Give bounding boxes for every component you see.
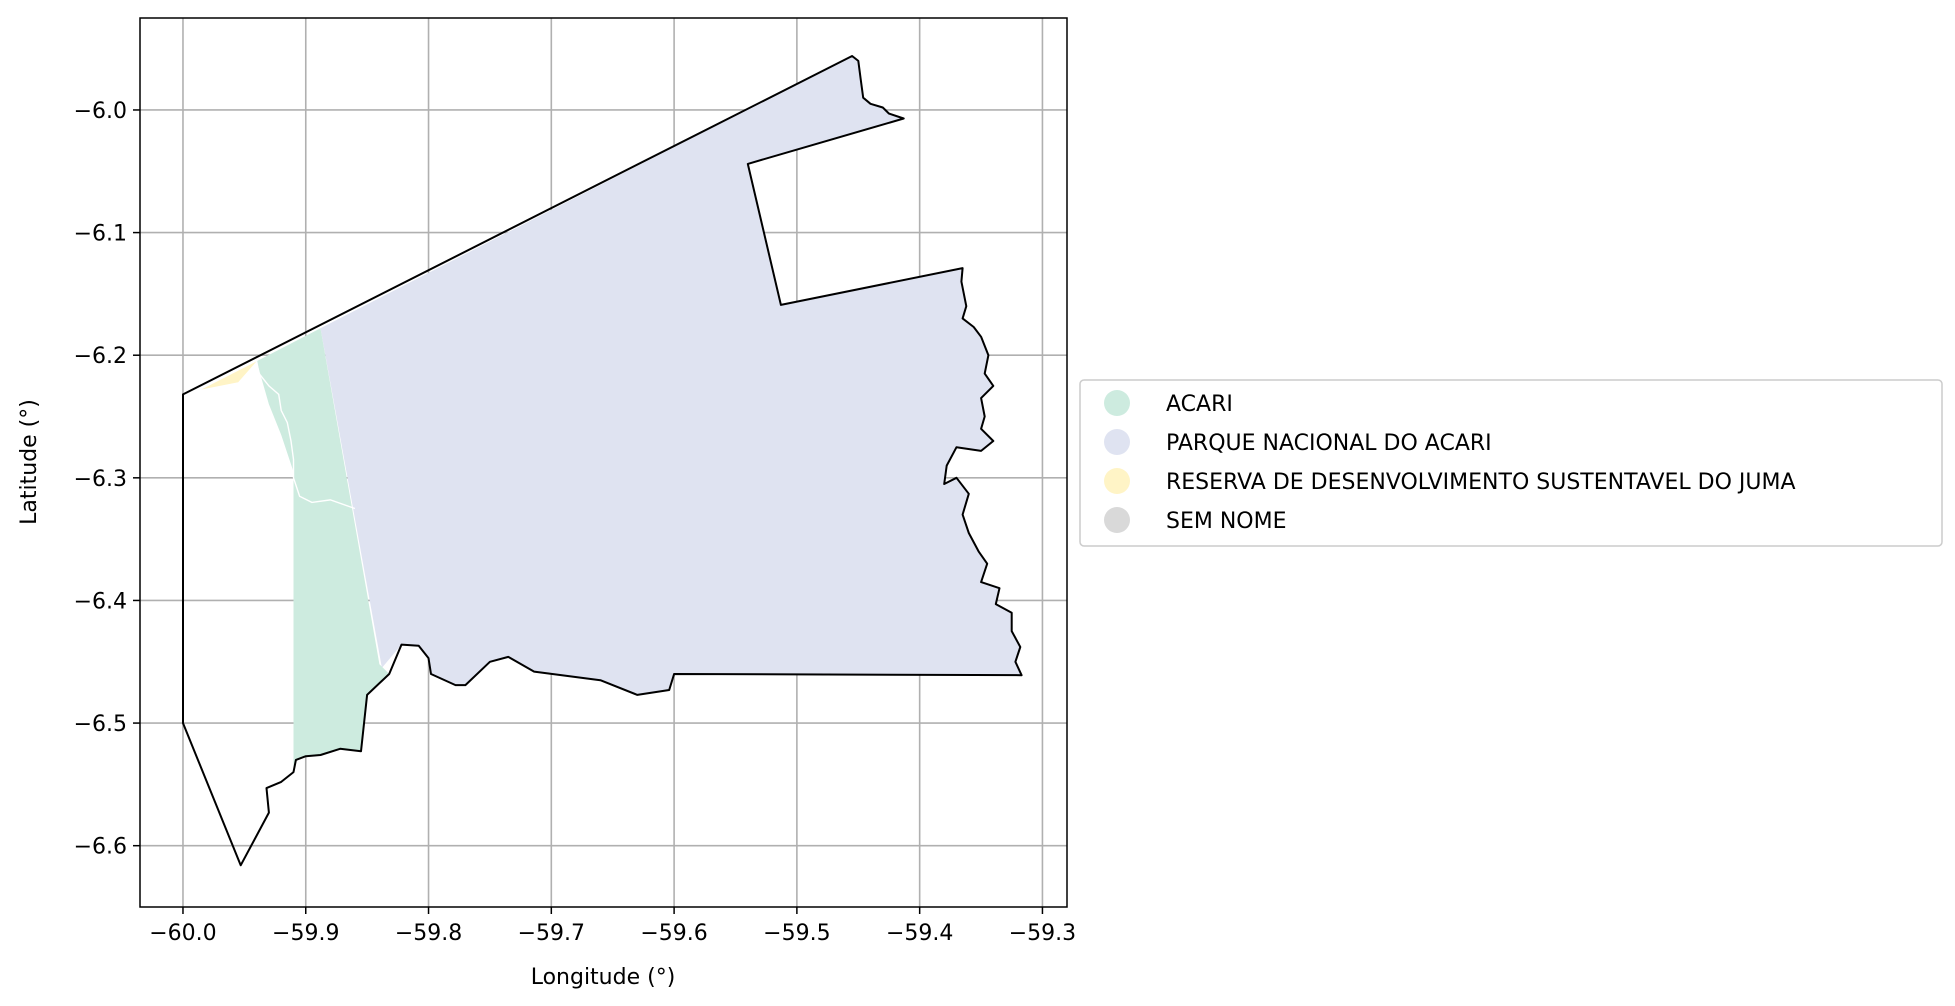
- y-tick-label-1: −6.1: [74, 222, 127, 247]
- x-tick-label-6: −59.4: [886, 921, 953, 946]
- legend-label-2: RESERVA DE DESENVOLVIMENTO SUSTENTAVEL D…: [1166, 470, 1796, 495]
- y-tick-label-5: −6.5: [74, 712, 127, 737]
- plot-frame: [139, 17, 1068, 908]
- x-tick-label-3: −59.7: [518, 921, 585, 946]
- region-acari: [256, 328, 390, 773]
- x-axis-ticks: −60.0 −59.9 −59.8 −59.7 −59.6 −59.5 −59.4 −59.3: [149, 907, 1076, 946]
- river-line: [255, 361, 356, 510]
- x-tick-label-2: −59.8: [395, 921, 462, 946]
- y-tick-label-2: −6.2: [74, 344, 127, 369]
- legend-marker-3: [1104, 507, 1130, 533]
- x-axis-label: Longitude (°): [531, 965, 676, 990]
- legend: ACARI PARQUE NACIONAL DO ACARI RESERVA DE …: [1079, 379, 1943, 547]
- y-axis-ticks: −6.0 −6.1 −6.2 −6.3 −6.4 −6.5 −6.6: [74, 99, 140, 860]
- legend-marker-2: [1104, 468, 1130, 494]
- legend-label-0: ACARI: [1166, 392, 1233, 417]
- legend-frame: [1079, 379, 1943, 547]
- legend-label-1: PARQUE NACIONAL DO ACARI: [1166, 431, 1492, 456]
- y-tick-label-3: −6.3: [74, 467, 127, 492]
- boundary-outline: [182, 55, 1023, 867]
- legend-marker-0: [1104, 390, 1130, 416]
- legend-label-3: SEM NOME: [1166, 509, 1287, 534]
- y-tick-label-6: −6.6: [74, 835, 127, 860]
- x-tick-label-0: −60.0: [149, 921, 216, 946]
- x-tick-label-5: −59.5: [763, 921, 830, 946]
- x-tick-label-7: −59.3: [1009, 921, 1076, 946]
- map-boundary: [182, 55, 1023, 867]
- y-axis-label: Latitude (°): [17, 399, 42, 525]
- x-tick-label-1: −59.9: [272, 921, 339, 946]
- y-tick-label-4: −6.4: [74, 589, 127, 614]
- region-reserva-de-desenvolvimento-sustentavel-do-juma: [201, 361, 257, 390]
- region-parque-nacional-do-acari: [320, 56, 1022, 695]
- map-regions: [201, 56, 1022, 773]
- y-tick-label-0: −6.0: [74, 99, 127, 124]
- x-tick-label-4: −59.6: [640, 921, 707, 946]
- legend-marker-1: [1104, 429, 1130, 455]
